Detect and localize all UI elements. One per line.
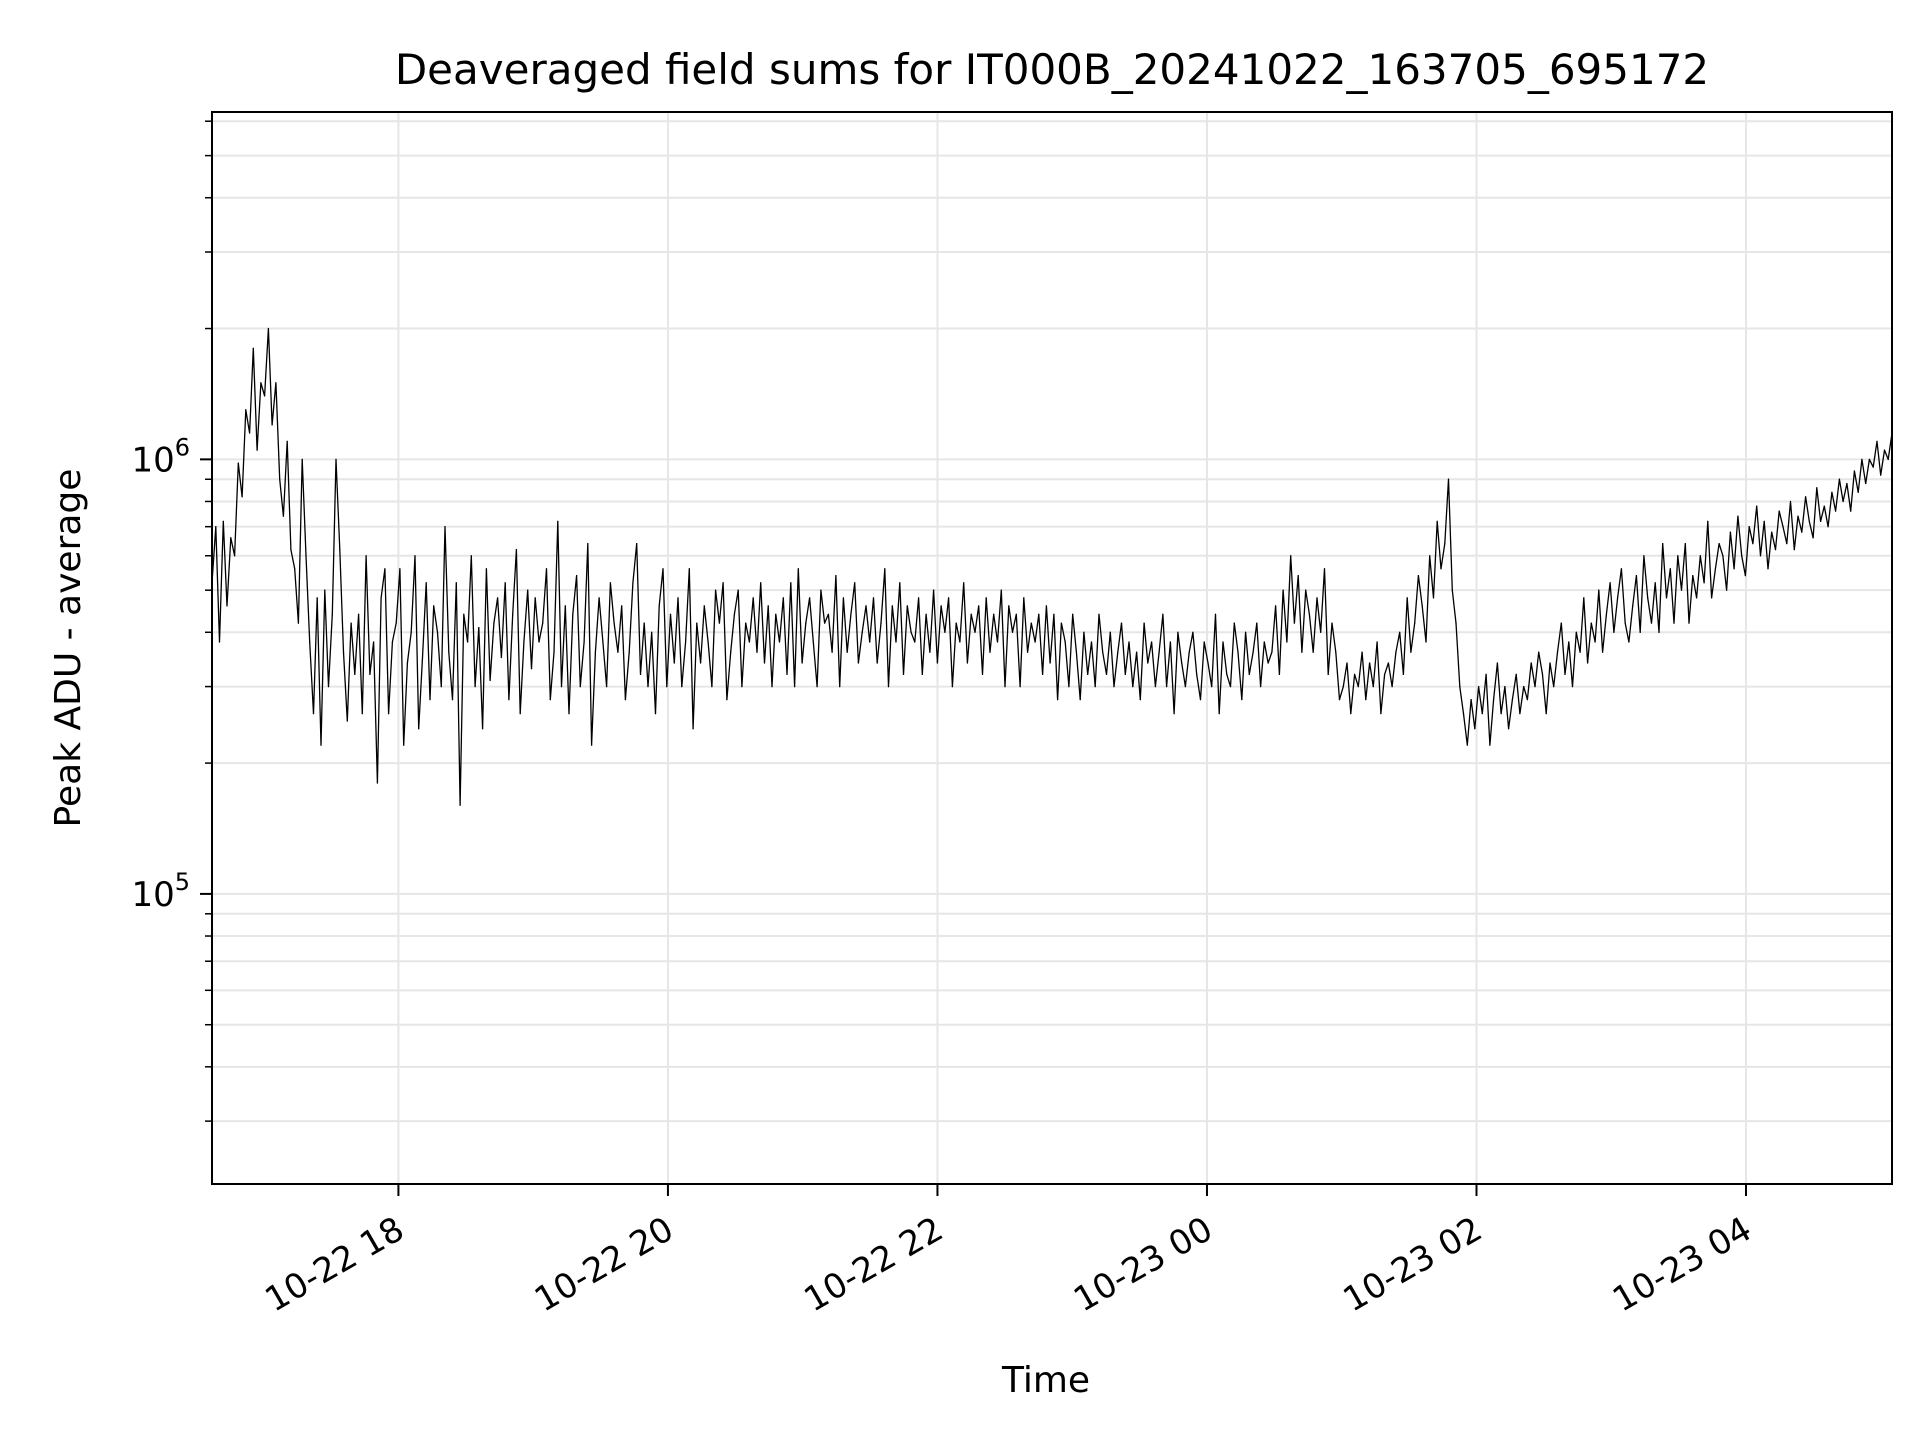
- chart-title: Deaveraged field sums for IT000B_2024102…: [395, 45, 1709, 94]
- y-tick-base: 10: [131, 440, 174, 480]
- y-tick-label: 105: [131, 868, 190, 915]
- grid: [212, 112, 1892, 1184]
- y-axis-label: Peak ADU - average: [48, 469, 89, 828]
- y-tick-base: 10: [131, 875, 174, 915]
- y-tick-exponent: 6: [175, 433, 190, 461]
- x-axis-label: Time: [1001, 1360, 1090, 1401]
- y-tick-exponent: 5: [175, 868, 190, 896]
- series-layer: [211, 327, 1893, 806]
- y-tick-label: 106: [131, 433, 190, 480]
- plot-frame: [211, 111, 1893, 1185]
- series-line: [211, 327, 1893, 806]
